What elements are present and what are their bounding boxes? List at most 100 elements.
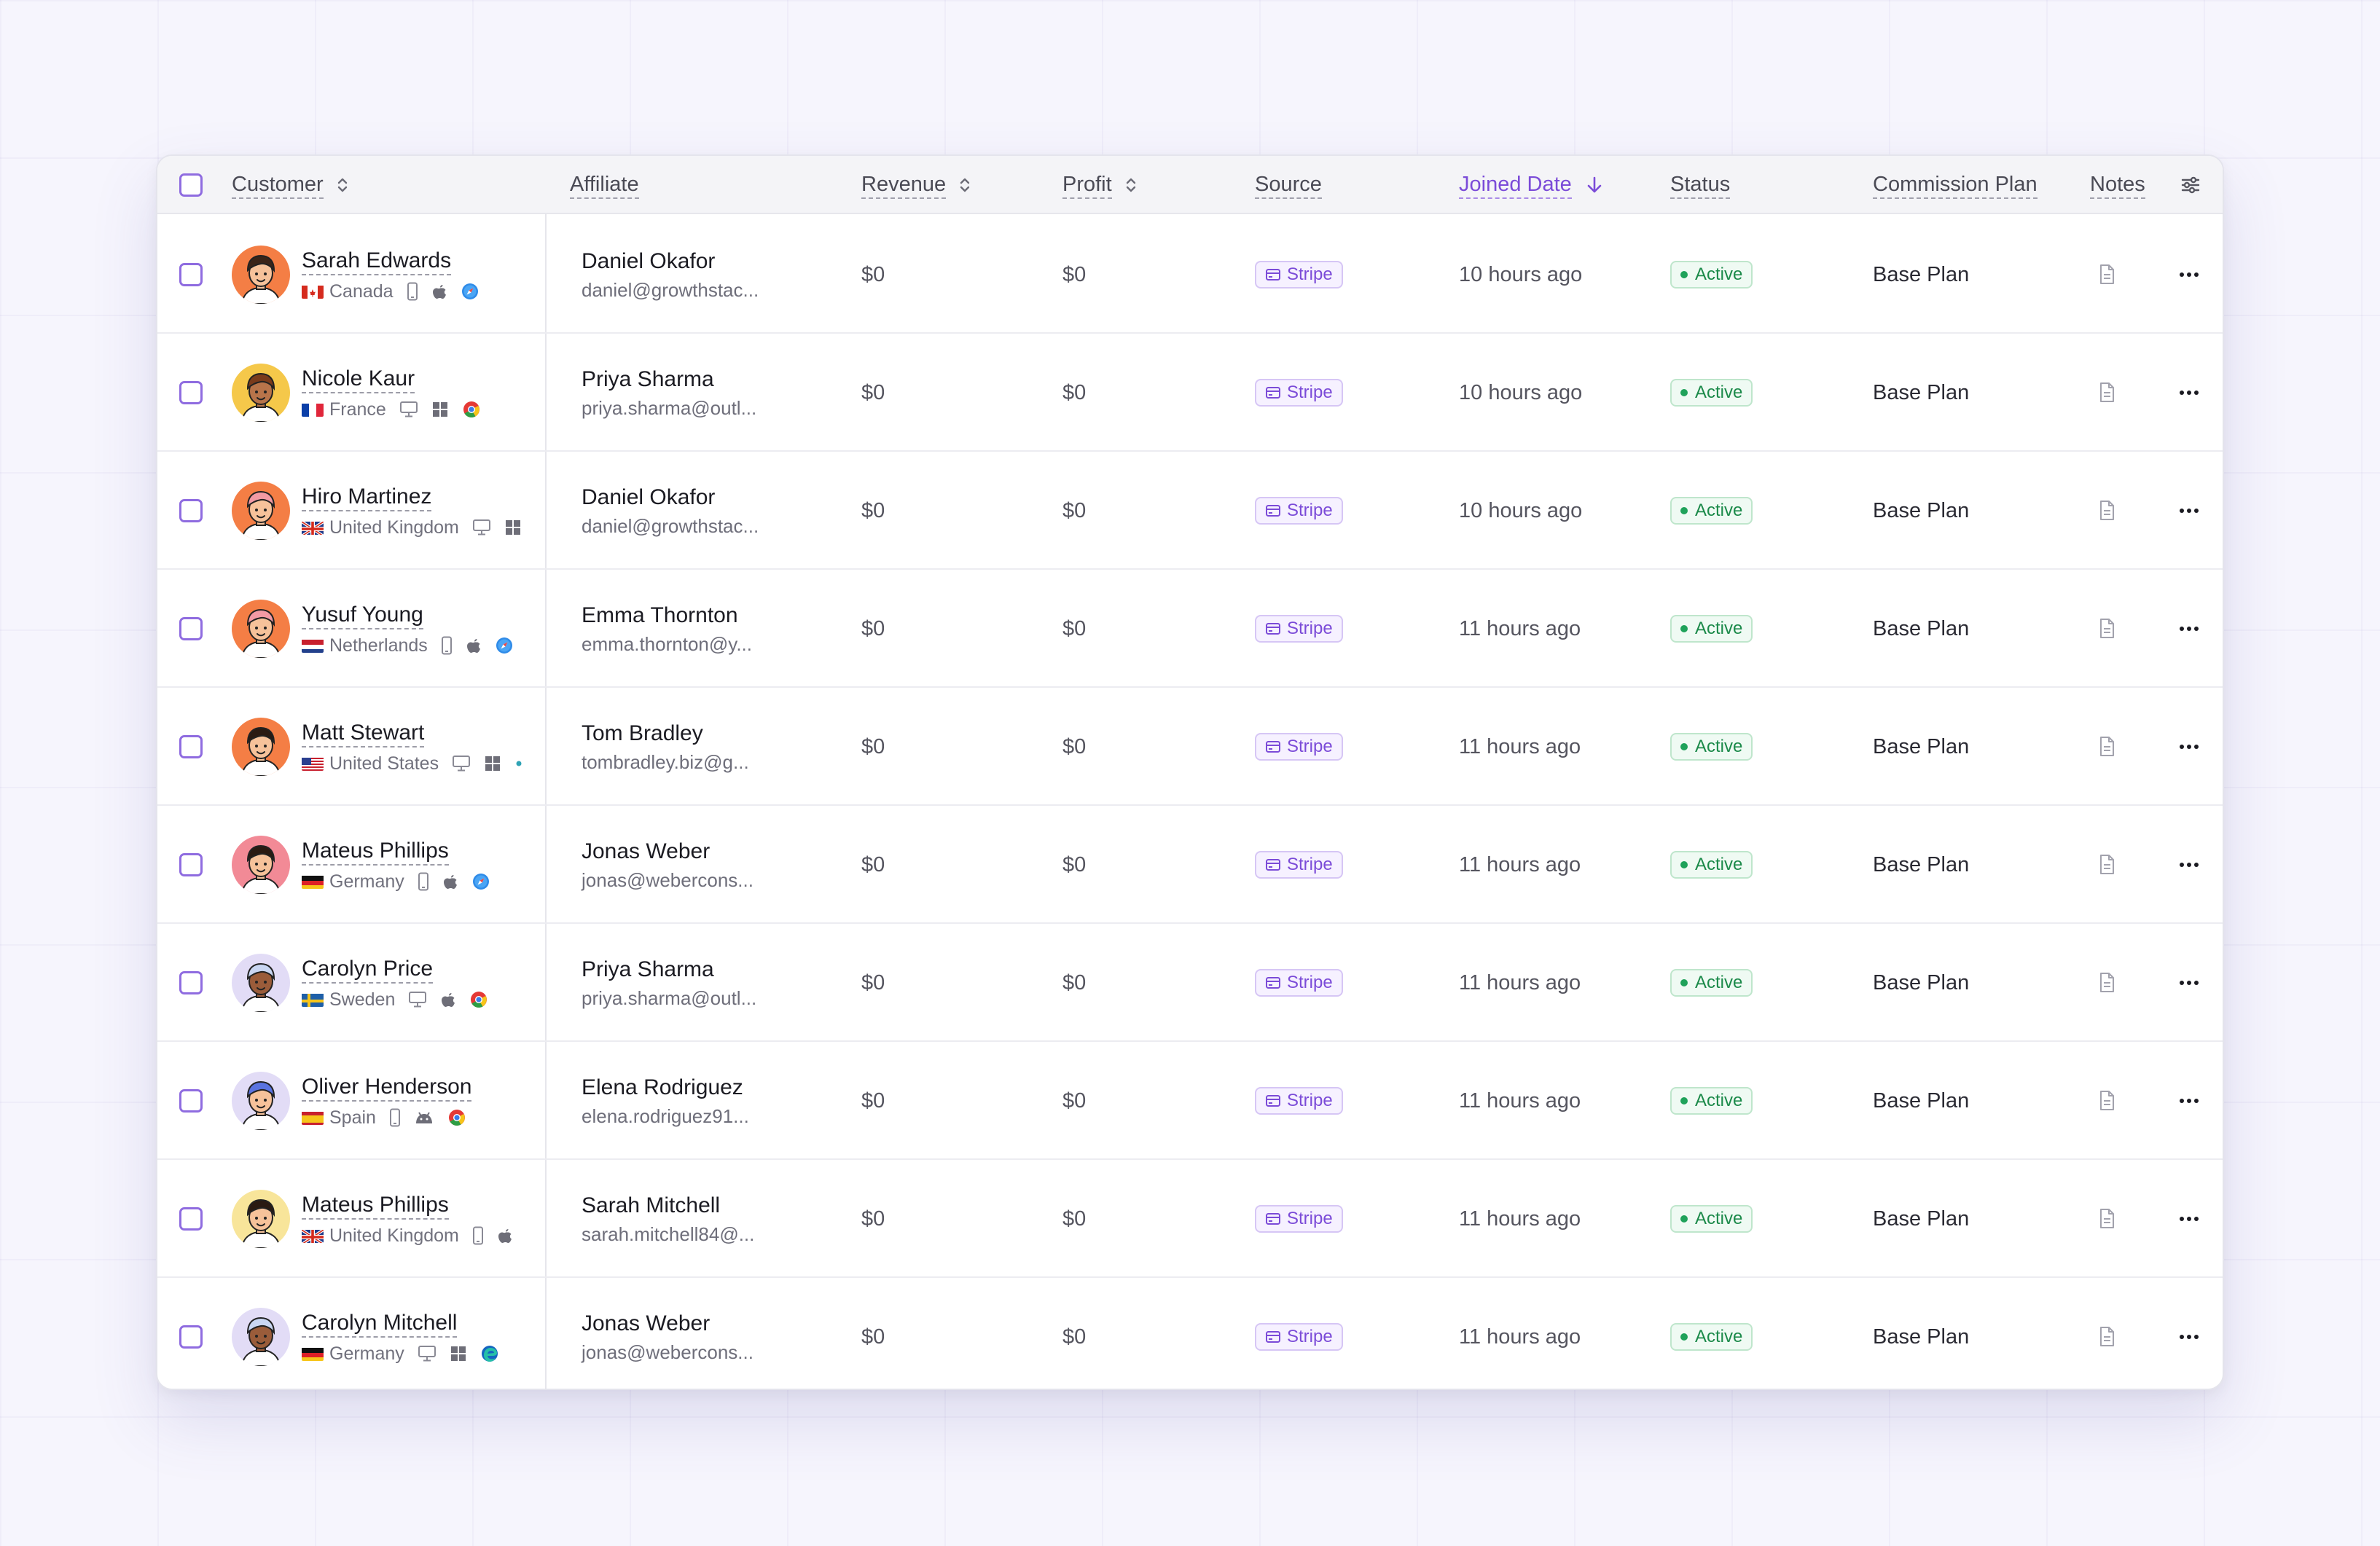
table-row[interactable]: Oliver Henderson Spain Elena Rodriguez elen… <box>157 1042 2223 1160</box>
customer-cell[interactable]: Mateus Phillips Germany <box>232 806 490 924</box>
revenue-cell: $0 <box>861 570 885 688</box>
more-horizontal-icon[interactable] <box>2179 216 2199 334</box>
customer-cell[interactable]: Oliver Henderson Spain <box>232 1042 472 1160</box>
column-header-notes[interactable]: Notes <box>2090 156 2145 214</box>
gb-flag-icon <box>302 520 324 535</box>
column-header-joined-date[interactable]: Joined Date <box>1459 156 1602 214</box>
customer-country: Canada <box>329 280 394 302</box>
affiliate-cell[interactable]: Emma Thornton emma.thornton@y... <box>582 570 752 688</box>
affiliate-name: Jonas Weber <box>582 839 711 863</box>
table-row[interactable]: Sarah Edwards Canada Daniel Okafor daniel@g… <box>157 216 2223 334</box>
profit-cell: $0 <box>1062 688 1086 806</box>
table-row[interactable]: Mateus Phillips Germany Jonas Weber jonas@w… <box>157 806 2223 924</box>
affiliate-cell[interactable]: Sarah Mitchell sarah.mitchell84@... <box>582 1160 754 1278</box>
affiliate-cell[interactable]: Jonas Weber jonas@webercons... <box>582 806 753 924</box>
sliders-icon[interactable] <box>2180 156 2201 214</box>
customer-cell[interactable]: Sarah Edwards Canada <box>232 216 479 334</box>
row-checkbox[interactable] <box>179 1089 203 1113</box>
table-row[interactable]: Matt Stewart United States Tom Bradley tomb… <box>157 688 2223 806</box>
chrome-browser-icon <box>462 400 481 419</box>
column-header-profit[interactable]: Profit <box>1062 156 1137 214</box>
column-header-affiliate[interactable]: Affiliate <box>570 156 639 214</box>
affiliate-cell[interactable]: Jonas Weber jonas@webercons... <box>582 1278 753 1389</box>
more-horizontal-icon[interactable] <box>2179 924 2199 1042</box>
desktop-icon <box>418 1346 436 1362</box>
customer-name[interactable]: Hiro Martinez <box>302 484 432 511</box>
affiliate-cell[interactable]: Priya Sharma priya.sharma@outl... <box>582 924 756 1042</box>
customer-name[interactable]: Oliver Henderson <box>302 1074 472 1102</box>
table-row[interactable]: Yusuf Young Netherlands Emma Thornton emma.… <box>157 570 2223 688</box>
document-icon[interactable] <box>2097 806 2116 924</box>
sort-up-down-icon[interactable] <box>337 176 348 194</box>
arrow-down-icon[interactable] <box>1586 176 1602 195</box>
more-horizontal-icon[interactable] <box>2179 452 2199 570</box>
document-icon[interactable] <box>2097 216 2116 334</box>
select-all-checkbox[interactable] <box>179 173 203 197</box>
table-row[interactable]: Carolyn Mitchell Germany Jonas Weber jonas@… <box>157 1278 2223 1389</box>
profit-value: $0 <box>1062 616 1087 640</box>
sort-up-down-icon[interactable] <box>1125 176 1137 194</box>
row-checkbox[interactable] <box>179 381 203 404</box>
customer-cell[interactable]: Carolyn Price Sweden <box>232 924 488 1042</box>
customer-cell[interactable]: Matt Stewart United States <box>232 688 523 806</box>
document-icon[interactable] <box>2097 924 2116 1042</box>
customer-name[interactable]: Mateus Phillips <box>302 1192 449 1220</box>
customer-name[interactable]: Carolyn Mitchell <box>302 1310 458 1338</box>
document-icon[interactable] <box>2097 1160 2116 1278</box>
column-header-status[interactable]: Status <box>1670 156 1731 214</box>
table-row[interactable]: Hiro Martinez United Kingdom Daniel Okafor… <box>157 452 2223 570</box>
document-icon[interactable] <box>2097 570 2116 688</box>
revenue-cell: $0 <box>861 806 885 924</box>
row-select-cell <box>179 1278 203 1389</box>
document-icon[interactable] <box>2097 1278 2116 1389</box>
document-icon[interactable] <box>2097 334 2116 452</box>
more-horizontal-icon[interactable] <box>2179 1160 2199 1278</box>
row-checkbox[interactable] <box>179 617 203 640</box>
more-horizontal-icon[interactable] <box>2179 570 2199 688</box>
table-row[interactable]: Nicole Kaur France Priya Sharma priya.sharm… <box>157 334 2223 452</box>
affiliate-cell[interactable]: Elena Rodriguez elena.rodriguez91... <box>582 1042 749 1160</box>
row-checkbox[interactable] <box>179 971 203 994</box>
row-checkbox[interactable] <box>179 1207 203 1231</box>
row-checkbox[interactable] <box>179 853 203 876</box>
sort-up-down-icon[interactable] <box>959 176 971 194</box>
affiliate-cell[interactable]: Tom Bradley tombradley.biz@g... <box>582 688 749 806</box>
customer-cell[interactable]: Nicole Kaur France <box>232 334 481 452</box>
customer-cell[interactable]: Carolyn Mitchell Germany <box>232 1278 499 1389</box>
document-icon[interactable] <box>2097 688 2116 806</box>
chrome-browser-icon <box>469 990 488 1009</box>
more-horizontal-icon[interactable] <box>2179 688 2199 806</box>
customer-info: Hiro Martinez United Kingdom <box>302 484 522 538</box>
customer-name[interactable]: Sarah Edwards <box>302 248 452 275</box>
row-checkbox[interactable] <box>179 1325 203 1349</box>
row-checkbox[interactable] <box>179 499 203 522</box>
more-horizontal-icon[interactable] <box>2179 806 2199 924</box>
row-checkbox[interactable] <box>179 735 203 758</box>
document-icon[interactable] <box>2097 452 2116 570</box>
customer-name[interactable]: Carolyn Price <box>302 956 434 984</box>
table-row[interactable]: Carolyn Price Sweden Priya Sharma priya.sha… <box>157 924 2223 1042</box>
affiliate-cell[interactable]: Daniel Okafor daniel@growthstac... <box>582 452 759 570</box>
customer-cell[interactable]: Hiro Martinez United Kingdom <box>232 452 522 570</box>
column-header-revenue[interactable]: Revenue <box>861 156 971 214</box>
column-header-customer[interactable]: Customer <box>232 156 348 214</box>
document-icon[interactable] <box>2097 1042 2116 1160</box>
customer-cell[interactable]: Mateus Phillips United Kingdom <box>232 1160 513 1278</box>
column-header-source[interactable]: Source <box>1255 156 1322 214</box>
avatar <box>232 836 290 894</box>
customer-name[interactable]: Matt Stewart <box>302 720 425 748</box>
more-horizontal-icon[interactable] <box>2179 334 2199 452</box>
customer-name[interactable]: Yusuf Young <box>302 602 423 629</box>
more-horizontal-icon[interactable] <box>2179 1042 2199 1160</box>
column-header-commission-plan[interactable]: Commission Plan <box>1873 156 2038 214</box>
customer-name[interactable]: Mateus Phillips <box>302 838 449 866</box>
affiliate-cell[interactable]: Priya Sharma priya.sharma@outl... <box>582 334 756 452</box>
customer-meta: Sweden <box>302 989 488 1011</box>
more-horizontal-icon[interactable] <box>2179 1278 2199 1389</box>
table-row[interactable]: Mateus Phillips United Kingdom Sarah Mitch… <box>157 1160 2223 1278</box>
row-checkbox[interactable] <box>179 263 203 286</box>
customer-name[interactable]: Nicole Kaur <box>302 366 415 393</box>
status-dot-icon <box>1680 861 1688 868</box>
affiliate-cell[interactable]: Daniel Okafor daniel@growthstac... <box>582 216 759 334</box>
customer-cell[interactable]: Yusuf Young Netherlands <box>232 570 514 688</box>
